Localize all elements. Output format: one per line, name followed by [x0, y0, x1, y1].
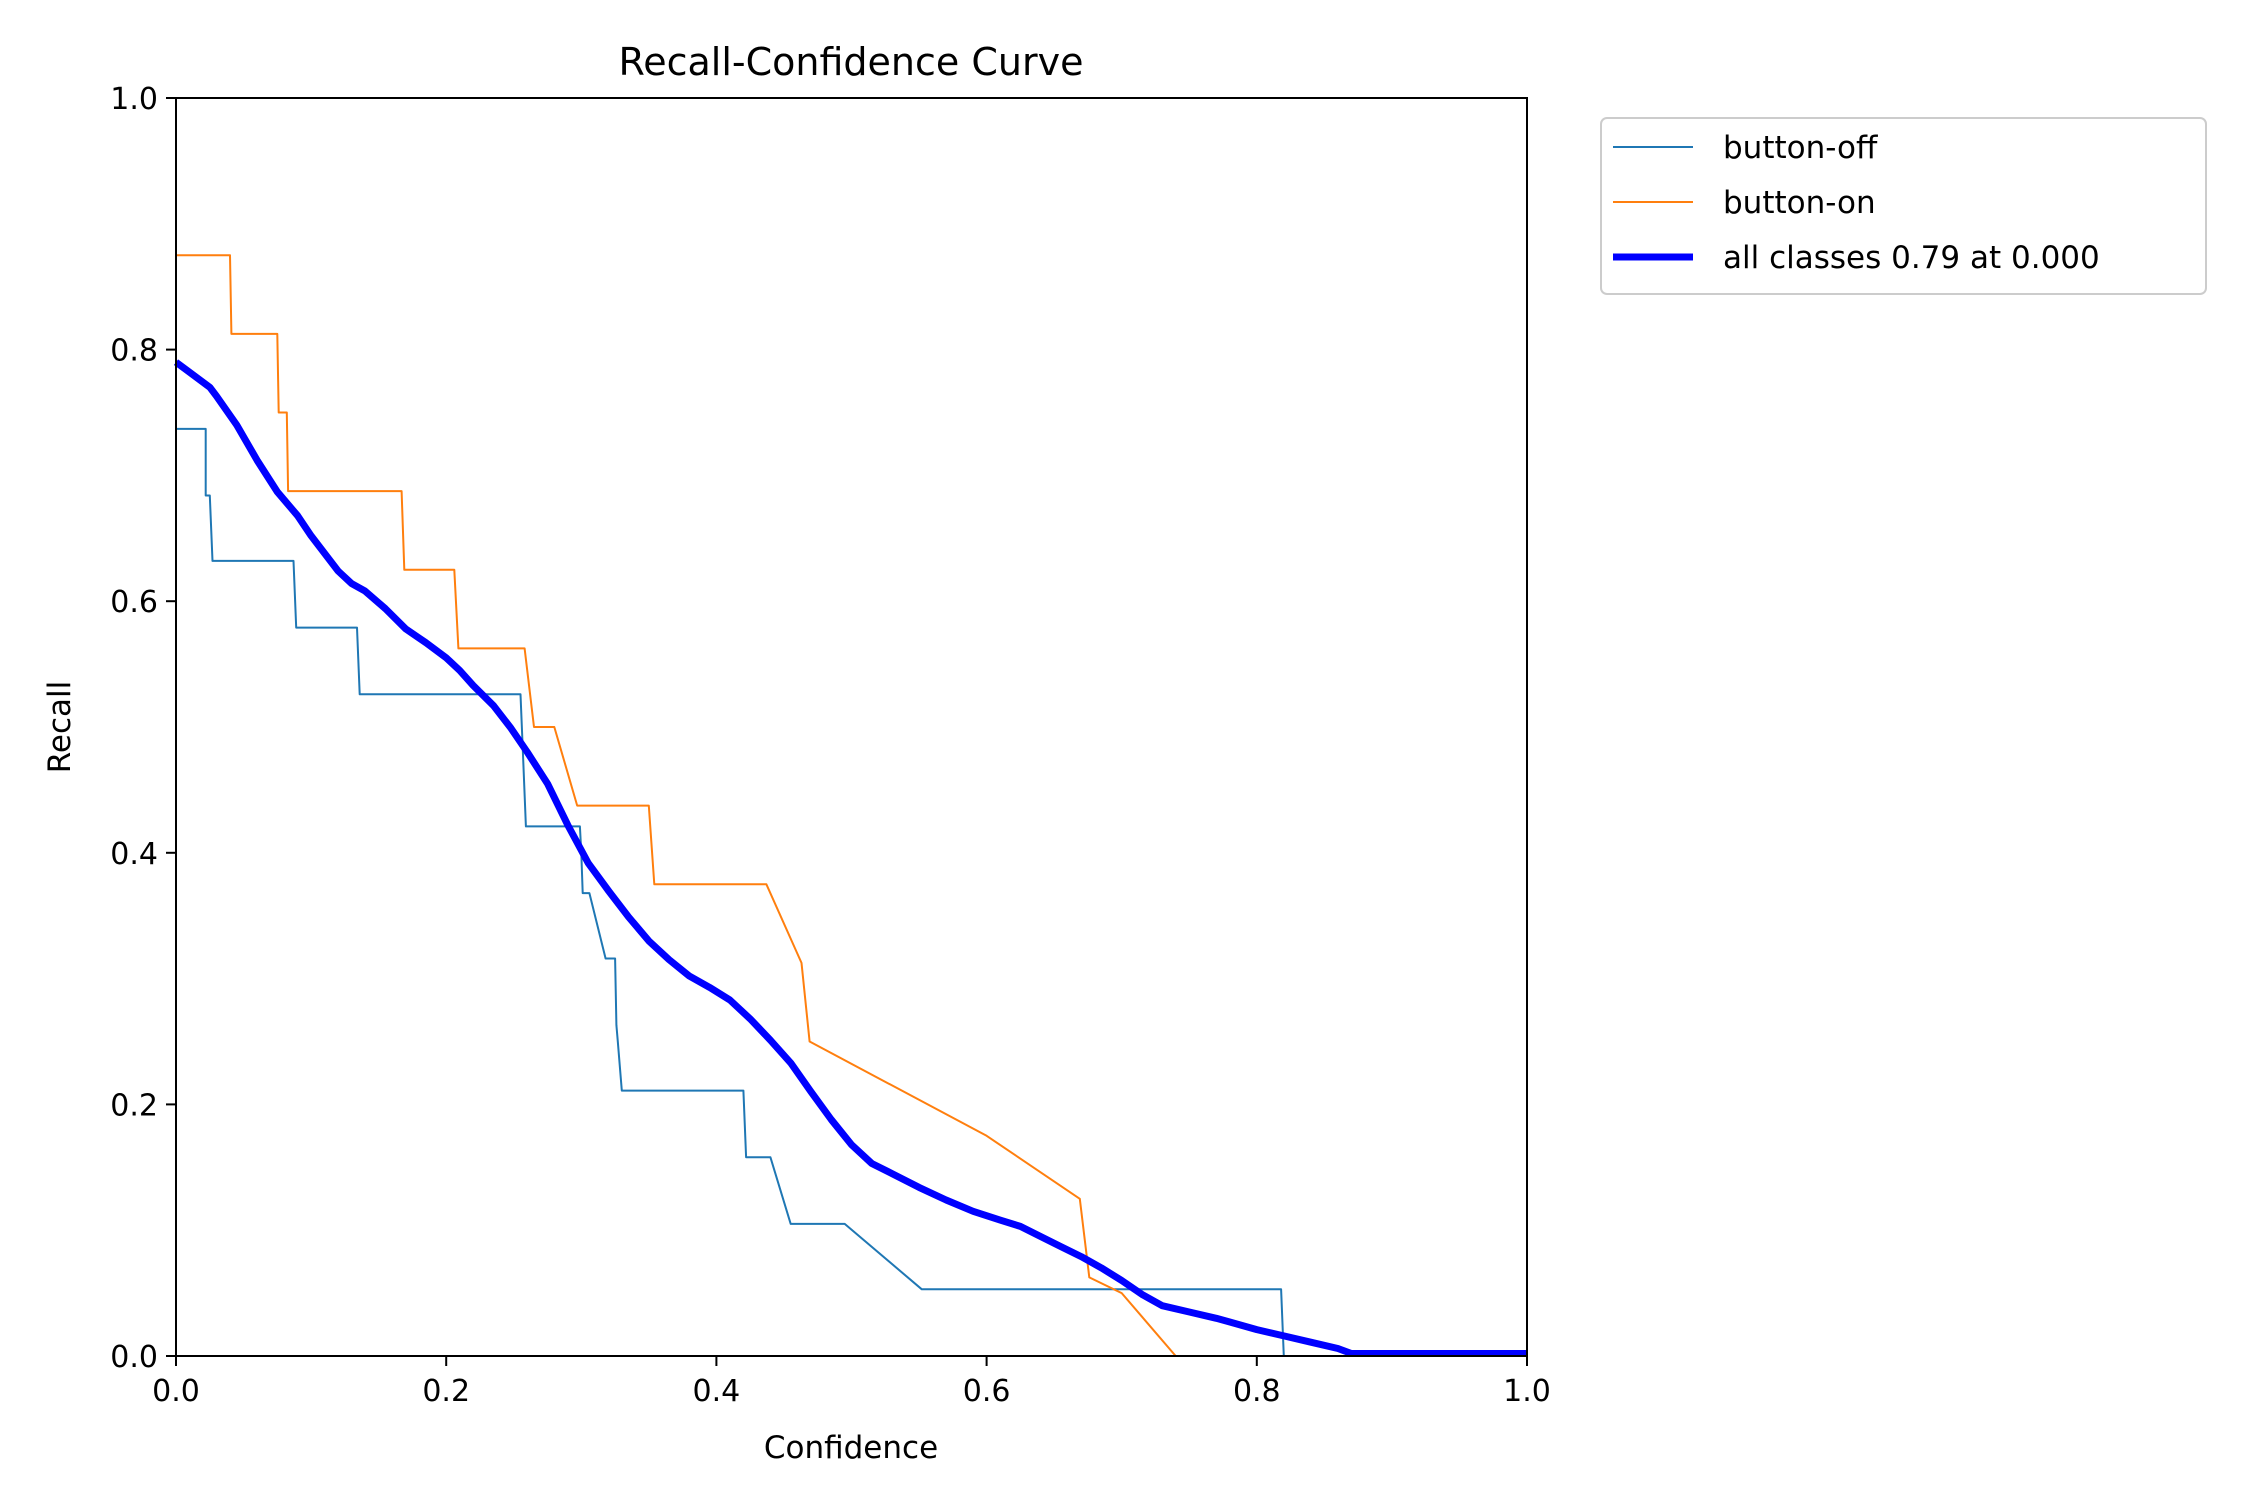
x-tick-label: 1.0	[1503, 1374, 1551, 1409]
legend-label: button-on	[1723, 185, 1876, 221]
y-tick-label: 0.4	[110, 837, 158, 872]
series-line-button-off	[176, 427, 1527, 1357]
x-axis-ticks: 0.0 0.2 0.4 0.6 0.8 1.0	[152, 1356, 1551, 1409]
legend-label: all classes 0.79 at 0.000	[1723, 240, 2100, 276]
legend-label: button-off	[1723, 130, 1878, 166]
series-line-button-on	[176, 254, 1527, 1357]
x-tick-label: 0.6	[963, 1374, 1011, 1409]
y-axis-label: Recall	[42, 681, 78, 774]
x-axis-label: Confidence	[764, 1430, 938, 1466]
x-tick-label: 0.8	[1233, 1374, 1281, 1409]
series-layer	[173, 254, 1527, 1357]
series-line-all-classes-0-79-at-0-000	[173, 359, 1527, 1357]
y-tick-label: 0.8	[110, 334, 158, 369]
x-tick-label: 0.4	[693, 1374, 741, 1409]
legend: button-off button-on all classes 0.79 at 0…	[1600, 117, 2207, 295]
legend-box	[1600, 117, 2207, 295]
x-tick-label: 0.0	[152, 1374, 200, 1409]
y-tick-label: 1.0	[110, 82, 158, 117]
chart-title: Recall-Confidence Curve	[619, 40, 1084, 84]
x-tick-label: 0.2	[422, 1374, 470, 1409]
y-tick-label: 0.2	[110, 1088, 158, 1123]
y-tick-label: 0.6	[110, 585, 158, 620]
y-axis-ticks: 0.0 0.2 0.4 0.6 0.8 1.0	[110, 82, 176, 1375]
plot-frame	[175, 97, 1528, 1357]
y-tick-label: 0.0	[110, 1340, 158, 1375]
